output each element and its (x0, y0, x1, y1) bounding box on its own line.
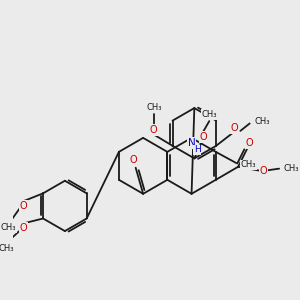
Text: CH₃: CH₃ (146, 103, 162, 112)
Text: CH₃: CH₃ (284, 164, 299, 173)
Text: O: O (149, 125, 157, 135)
Text: CH₃: CH₃ (241, 160, 256, 169)
Text: O: O (130, 155, 138, 165)
Text: CH₃: CH₃ (0, 244, 14, 253)
Text: CH₃: CH₃ (202, 110, 217, 119)
Text: O: O (20, 223, 27, 233)
Text: O: O (230, 123, 238, 133)
Text: O: O (260, 167, 267, 176)
Text: CH₃: CH₃ (254, 117, 270, 126)
Text: CH₃: CH₃ (1, 223, 16, 232)
Text: H: H (194, 146, 200, 154)
Text: O: O (20, 201, 27, 212)
Text: N: N (188, 137, 195, 148)
Text: O: O (200, 132, 208, 142)
Text: O: O (245, 137, 253, 148)
